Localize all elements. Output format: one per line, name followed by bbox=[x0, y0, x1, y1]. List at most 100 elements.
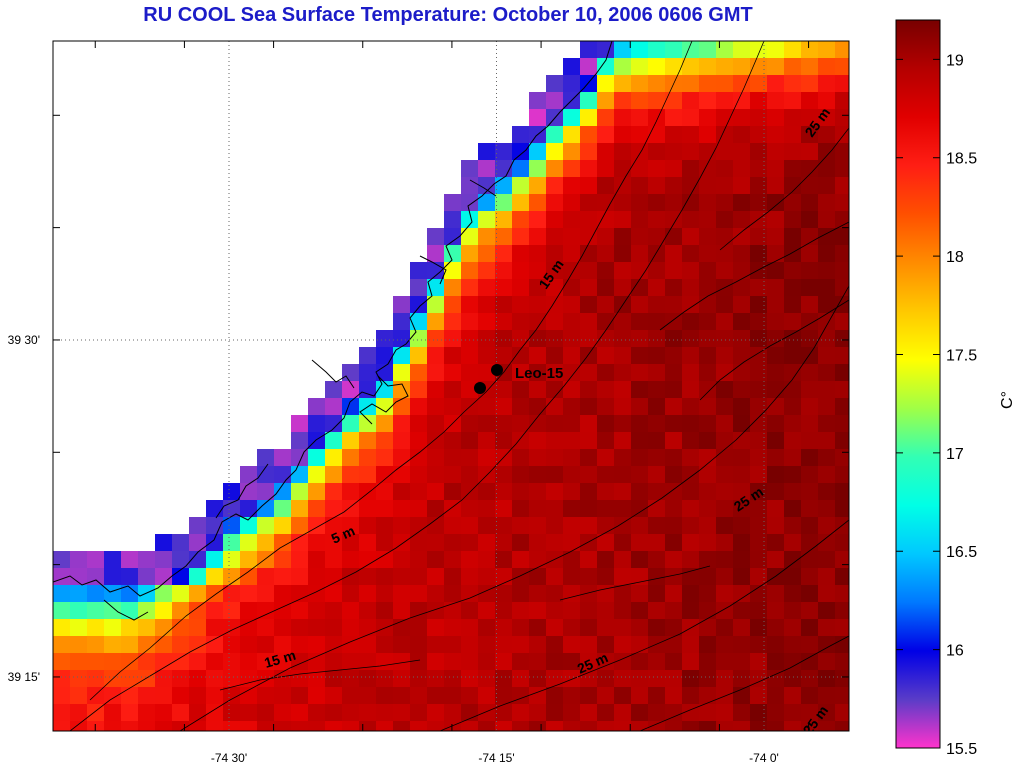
sst-cell bbox=[444, 262, 462, 280]
sst-cell bbox=[614, 398, 632, 416]
sst-cell bbox=[206, 636, 224, 654]
sst-cell bbox=[750, 670, 768, 688]
sst-cell bbox=[580, 330, 598, 348]
sst-cell bbox=[818, 687, 836, 705]
sst-cell bbox=[716, 568, 734, 586]
sst-cell bbox=[716, 92, 734, 110]
sst-cell bbox=[716, 704, 734, 722]
sst-cell bbox=[784, 381, 802, 399]
sst-cell bbox=[750, 466, 768, 484]
sst-cell bbox=[784, 41, 802, 59]
sst-cell bbox=[699, 92, 717, 110]
sst-cell bbox=[733, 160, 751, 178]
sst-cell bbox=[801, 381, 819, 399]
sst-cell bbox=[699, 704, 717, 722]
sst-cell bbox=[733, 262, 751, 280]
sst-cell bbox=[801, 483, 819, 501]
sst-cell bbox=[648, 347, 666, 365]
sst-cell bbox=[410, 534, 428, 552]
sst-cell bbox=[750, 160, 768, 178]
sst-cell bbox=[699, 381, 717, 399]
sst-cell bbox=[699, 330, 717, 348]
sst-cell bbox=[580, 551, 598, 569]
sst-cell bbox=[359, 585, 377, 603]
sst-cell bbox=[631, 670, 649, 688]
sst-cell bbox=[716, 296, 734, 314]
sst-cell bbox=[172, 687, 190, 705]
sst-cell bbox=[580, 296, 598, 314]
sst-cell bbox=[818, 126, 836, 144]
sst-cell bbox=[512, 160, 530, 178]
sst-cell bbox=[104, 619, 122, 637]
sst-cell bbox=[223, 704, 241, 722]
sst-cell bbox=[580, 602, 598, 620]
sst-cell bbox=[682, 653, 700, 671]
sst-cell bbox=[665, 92, 683, 110]
sst-cell bbox=[563, 432, 581, 450]
sst-cell bbox=[614, 500, 632, 518]
sst-cell bbox=[138, 704, 156, 722]
sst-cell bbox=[580, 313, 598, 331]
sst-cell bbox=[325, 602, 343, 620]
sst-cell bbox=[818, 228, 836, 246]
sst-cell bbox=[308, 398, 326, 416]
sst-cell bbox=[223, 483, 241, 501]
sst-cell bbox=[444, 500, 462, 518]
sst-cell bbox=[767, 415, 785, 433]
sst-cell bbox=[155, 636, 173, 654]
sst-cell bbox=[138, 636, 156, 654]
sst-cell bbox=[767, 347, 785, 365]
sst-cell bbox=[546, 211, 564, 229]
sst-cell bbox=[648, 687, 666, 705]
sst-cell bbox=[444, 296, 462, 314]
sst-cell bbox=[648, 670, 666, 688]
sst-cell bbox=[444, 211, 462, 229]
sst-cell bbox=[818, 194, 836, 212]
sst-cell bbox=[223, 653, 241, 671]
sst-cell bbox=[767, 92, 785, 110]
sst-cell bbox=[801, 449, 819, 467]
sst-cell bbox=[53, 602, 71, 620]
sst-cell bbox=[614, 653, 632, 671]
sst-cell bbox=[291, 568, 309, 586]
sst-cell bbox=[478, 313, 496, 331]
sst-cell bbox=[767, 330, 785, 348]
sst-cell bbox=[546, 670, 564, 688]
sst-cell bbox=[512, 602, 530, 620]
sst-cell bbox=[291, 483, 309, 501]
sst-cell bbox=[801, 636, 819, 654]
sst-cell bbox=[665, 602, 683, 620]
sst-cell bbox=[240, 517, 258, 535]
sst-cell bbox=[733, 585, 751, 603]
sst-cell bbox=[342, 602, 360, 620]
sst-cell bbox=[818, 432, 836, 450]
map-plot-area: 5 m 15 m 15 m 25 m 25 m 25 m 25 m Leo-15 bbox=[53, 41, 849, 731]
sst-cell bbox=[716, 466, 734, 484]
sst-cell bbox=[733, 75, 751, 93]
sst-cell bbox=[835, 415, 849, 433]
sst-cell bbox=[274, 619, 292, 637]
sst-cell bbox=[767, 126, 785, 144]
sst-cell bbox=[240, 568, 258, 586]
sst-cell bbox=[529, 619, 547, 637]
sst-cell bbox=[495, 211, 513, 229]
sst-cell bbox=[767, 364, 785, 382]
sst-cell bbox=[376, 602, 394, 620]
sst-cell bbox=[699, 398, 717, 416]
sst-cell bbox=[325, 551, 343, 569]
sst-cell bbox=[665, 704, 683, 722]
sst-cell bbox=[614, 432, 632, 450]
sst-cell bbox=[410, 653, 428, 671]
sst-cell bbox=[767, 670, 785, 688]
sst-cell bbox=[801, 330, 819, 348]
sst-cell bbox=[529, 313, 547, 331]
sst-cell bbox=[818, 109, 836, 127]
sst-cell bbox=[155, 585, 173, 603]
sst-cell bbox=[325, 517, 343, 535]
sst-cell bbox=[835, 313, 849, 331]
sst-cell bbox=[189, 721, 207, 731]
sst-cell bbox=[240, 551, 258, 569]
sst-cell bbox=[359, 534, 377, 552]
sst-cell bbox=[172, 602, 190, 620]
